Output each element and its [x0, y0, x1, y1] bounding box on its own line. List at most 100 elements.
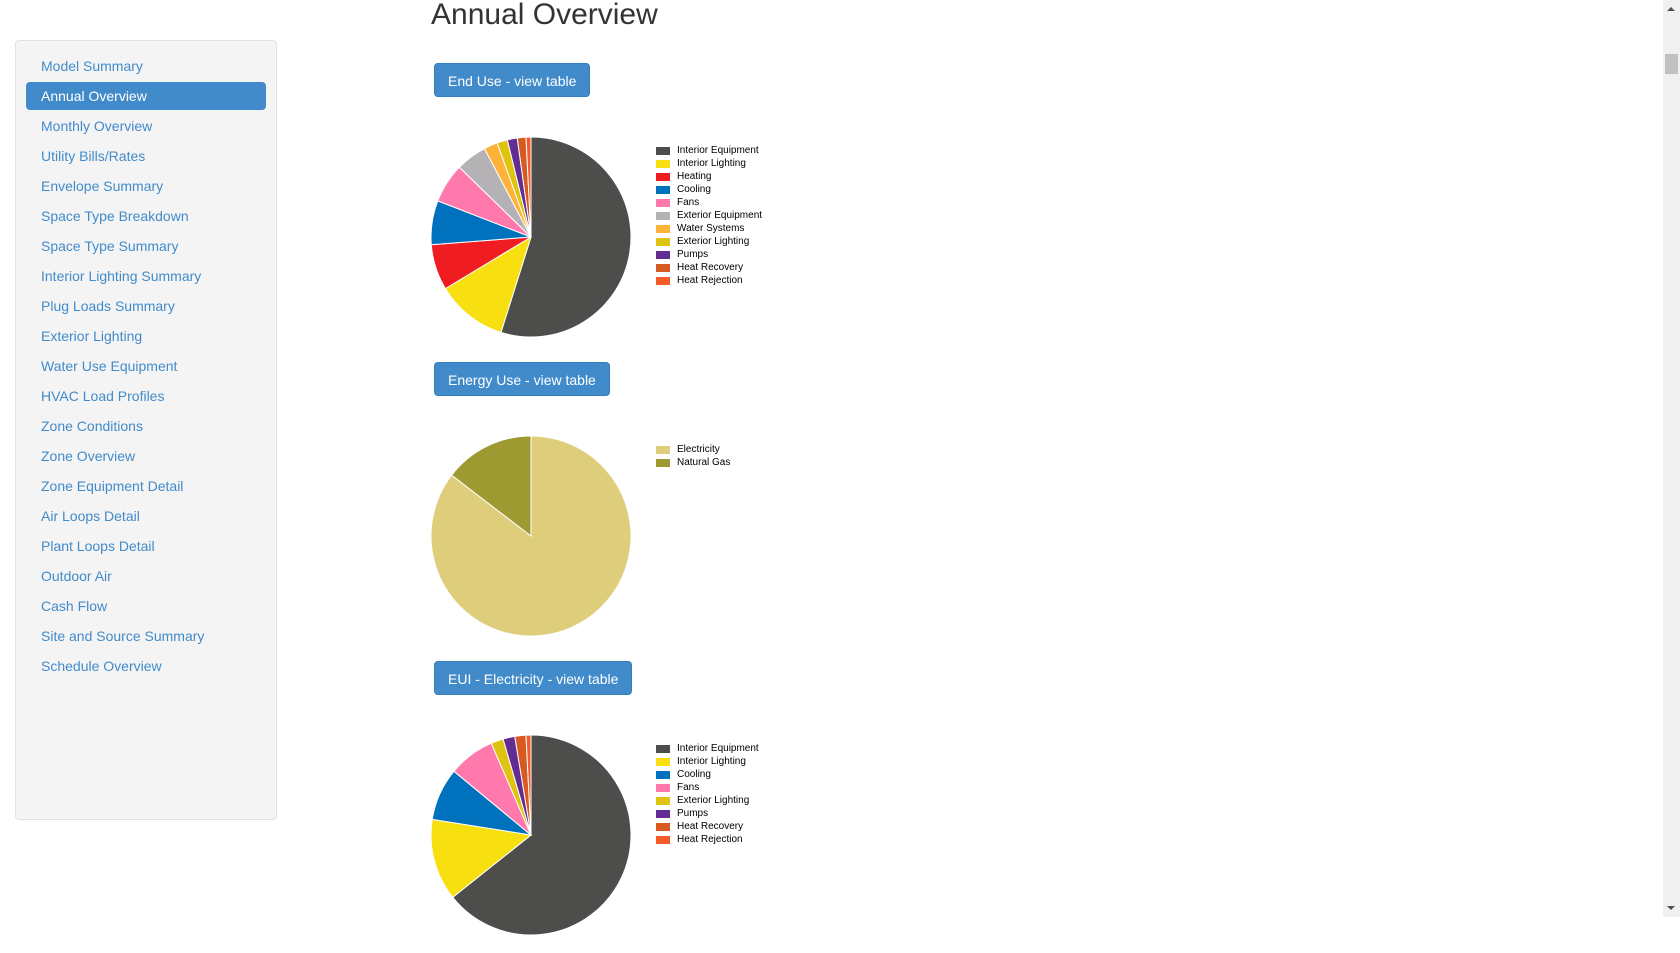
- sidebar-nav: Model Summary Annual Overview Monthly Over…: [15, 40, 277, 820]
- legend-label: Interior Equipment: [677, 145, 759, 156]
- sidebar-item-hvac-load-profiles[interactable]: HVAC Load Profiles: [41, 388, 165, 404]
- legend-label: Heat Rejection: [677, 275, 743, 286]
- sidebar-item-model-summary[interactable]: Model Summary: [41, 58, 143, 74]
- sidebar-item-water-use-equipment[interactable]: Water Use Equipment: [41, 358, 178, 374]
- sidebar-item-exterior-lighting[interactable]: Exterior Lighting: [41, 328, 143, 344]
- legend-swatch: [656, 250, 670, 259]
- sidebar-item-zone-conditions[interactable]: Zone Conditions: [41, 418, 143, 434]
- legend-swatch: [656, 445, 670, 454]
- sidebar-item-plant-loops-detail[interactable]: Plant Loops Detail: [41, 538, 155, 554]
- pie-slice-interior-lighting: [430, 818, 533, 898]
- legend-swatch: [656, 757, 670, 766]
- legend-swatch: [656, 809, 670, 818]
- legend-swatch: [656, 796, 670, 805]
- eui-electricity-pie-chart: Interior Equipment Interior Lighting Cooli…: [430, 723, 759, 953]
- legend-swatch: [656, 783, 670, 792]
- legend-label: Cooling: [677, 184, 711, 195]
- legend-swatch: [656, 744, 670, 753]
- legend-swatch: [656, 159, 670, 168]
- legend-swatch: [656, 146, 670, 155]
- legend-item: Interior Equipment: [656, 742, 759, 755]
- legend-item: Pumps: [656, 807, 759, 820]
- legend-swatch: [656, 770, 670, 779]
- legend-label: Exterior Equipment: [677, 210, 763, 221]
- legend-swatch: [656, 198, 670, 207]
- legend-label: Exterior Lighting: [677, 236, 750, 247]
- legend-label: Heat Rejection: [677, 834, 743, 845]
- eui-electricity-view-table-button[interactable]: EUI - Electricity - view table: [434, 661, 633, 695]
- legend-swatch: [656, 458, 670, 467]
- legend-item: Heat Recovery: [656, 820, 759, 833]
- legend-item: Heat Recovery: [656, 261, 762, 274]
- scroll-up-arrow-icon[interactable]: [1667, 7, 1675, 11]
- pie-chart-svg: [430, 136, 632, 338]
- legend-label: Cooling: [677, 769, 711, 780]
- sidebar-item-air-loops-detail[interactable]: Air Loops Detail: [41, 508, 140, 524]
- legend-label: Natural Gas: [677, 457, 731, 468]
- sidebar-item-zone-overview[interactable]: Zone Overview: [41, 448, 136, 464]
- legend-swatch: [656, 276, 670, 285]
- legend-item: Cooling: [656, 183, 762, 196]
- end-use-view-table-button[interactable]: End Use - view table: [434, 63, 591, 97]
- sidebar-item-outdoor-air[interactable]: Outdoor Air: [41, 568, 112, 584]
- legend-item: Interior Lighting: [656, 157, 762, 170]
- legend-swatch: [656, 211, 670, 220]
- page-title: Annual Overview: [431, 0, 658, 31]
- legend-item: Fans: [656, 196, 762, 209]
- sidebar-item-zone-equipment-detail[interactable]: Zone Equipment Detail: [41, 478, 184, 494]
- legend-swatch: [656, 263, 670, 272]
- legend-swatch: [656, 237, 670, 246]
- legend-label: Water Systems: [677, 223, 745, 234]
- sidebar-item-plug-loads-summary[interactable]: Plug Loads Summary: [41, 298, 175, 314]
- energy-use-pie-chart: Electricity Natural Gas: [430, 424, 730, 654]
- legend-item: Interior Equipment: [656, 144, 762, 157]
- legend-item: Exterior Lighting: [656, 794, 759, 807]
- chart-legend: Electricity Natural Gas: [656, 443, 730, 469]
- sidebar-item-space-type-breakdown[interactable]: Space Type Breakdown: [41, 208, 189, 224]
- sidebar-item-envelope-summary[interactable]: Envelope Summary: [41, 178, 164, 194]
- legend-label: Interior Lighting: [677, 756, 746, 767]
- energy-use-view-table-button[interactable]: Energy Use - view table: [434, 362, 610, 396]
- legend-label: Fans: [677, 197, 700, 208]
- chart-legend: Interior Equipment Interior Lighting Cooli…: [656, 742, 759, 846]
- vertical-scrollbar[interactable]: [1663, 0, 1680, 917]
- legend-label: Electricity: [677, 444, 720, 455]
- legend-label: Pumps: [677, 249, 709, 260]
- sidebar-item-interior-lighting-summary[interactable]: Interior Lighting Summary: [41, 268, 202, 284]
- chart-legend: Interior Equipment Interior Lighting Heati…: [656, 144, 762, 287]
- legend-label: Fans: [677, 782, 700, 793]
- legend-item: Exterior Lighting: [656, 235, 762, 248]
- sidebar-item-cash-flow[interactable]: Cash Flow: [41, 598, 108, 614]
- sidebar-item-space-type-summary[interactable]: Space Type Summary: [41, 238, 179, 254]
- legend-swatch: [656, 172, 670, 181]
- legend-label: Interior Equipment: [677, 743, 759, 754]
- legend-label: Exterior Lighting: [677, 795, 750, 806]
- scroll-down-arrow-icon[interactable]: [1667, 906, 1675, 910]
- legend-label: Heating: [677, 171, 712, 182]
- legend-swatch: [656, 224, 670, 233]
- legend-item: Heat Rejection: [656, 833, 759, 846]
- pie-slice-heat-rejection: [525, 136, 532, 238]
- pie-slice-interior-lighting: [444, 235, 532, 334]
- sidebar-item-site-and-source-summary[interactable]: Site and Source Summary: [41, 628, 205, 644]
- sidebar-item-schedule-overview[interactable]: Schedule Overview: [41, 658, 162, 674]
- legend-item: Water Systems: [656, 222, 762, 235]
- scrollbar-thumb[interactable]: [1665, 54, 1678, 74]
- pie-slice-interior-equipment: [500, 136, 632, 338]
- legend-item: Exterior Equipment: [656, 209, 762, 222]
- legend-item: Natural Gas: [656, 456, 730, 469]
- sidebar-item-annual-overview[interactable]: Annual Overview: [26, 82, 266, 110]
- sidebar-item-utility-bills-rates[interactable]: Utility Bills/Rates: [41, 148, 146, 164]
- sidebar-item-monthly-overview[interactable]: Monthly Overview: [41, 118, 153, 134]
- legend-label: Pumps: [677, 808, 709, 819]
- legend-swatch: [656, 835, 670, 844]
- legend-item: Cooling: [656, 768, 759, 781]
- legend-swatch: [656, 185, 670, 194]
- legend-swatch: [656, 822, 670, 831]
- legend-label: Heat Recovery: [677, 821, 744, 832]
- legend-item: Heat Rejection: [656, 274, 762, 287]
- legend-label: Heat Recovery: [677, 262, 744, 273]
- pie-chart-svg: [430, 435, 632, 637]
- pie-slice-natural-gas: [450, 435, 532, 538]
- pie-slice-heat-rejection: [525, 734, 532, 836]
